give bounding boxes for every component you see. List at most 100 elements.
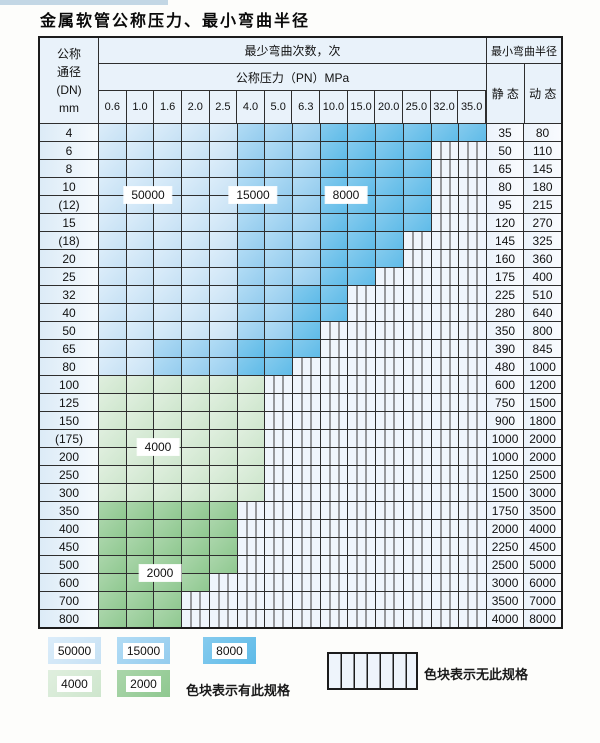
dn-label: 40	[40, 304, 99, 321]
table-row: 65 390 845	[40, 339, 562, 357]
spec-cell-15000	[237, 304, 266, 321]
no-spec-cell	[348, 592, 377, 609]
no-spec-cell	[431, 358, 460, 375]
no-spec-cell	[459, 430, 488, 447]
spec-cell-50000	[182, 124, 210, 141]
no-spec-cell	[459, 142, 488, 159]
table-row: 80 480 1000	[40, 357, 562, 375]
table-row: 350 1750 3500	[40, 501, 562, 519]
spec-cell-8000	[320, 286, 349, 303]
spec-cell-8000	[403, 142, 432, 159]
spec-cell-8000	[348, 232, 377, 249]
spec-cell-15000	[293, 178, 321, 195]
no-spec-cell	[376, 556, 404, 573]
no-spec-cell	[265, 556, 294, 573]
table-row: 25 175 400	[40, 267, 562, 285]
table-body: 4 35 80 6 50 110 8 65 145 10 80 180 (12) 95 215 15 120 27…	[40, 123, 562, 627]
no-spec-cell	[459, 376, 488, 393]
spec-cell-50000	[99, 124, 127, 141]
legend-has-spec-text: 色块表示有此规格	[186, 683, 291, 698]
no-spec-cell	[293, 574, 321, 591]
no-spec-cell	[376, 376, 404, 393]
no-spec-cell	[403, 538, 432, 555]
no-spec-cell	[348, 358, 377, 375]
no-spec-cell	[376, 538, 404, 555]
pressure-column-label: 1.6	[154, 91, 182, 123]
dynamic-radius-value: 3000	[524, 484, 562, 501]
pressure-column-label: 6.3	[292, 91, 321, 123]
no-spec-cell	[237, 592, 266, 609]
no-spec-cell	[293, 484, 321, 501]
spec-cell-50000	[182, 196, 210, 213]
no-spec-cell	[293, 556, 321, 573]
no-spec-cell	[293, 592, 321, 609]
spec-cell-4000	[209, 484, 238, 501]
spec-cell-50000	[209, 124, 238, 141]
static-radius-value: 95	[487, 196, 525, 213]
no-spec-cell	[431, 322, 460, 339]
spec-cell-2000	[182, 574, 210, 591]
no-spec-cell	[459, 304, 488, 321]
no-spec-cell	[376, 448, 404, 465]
dn-label: (175)	[40, 430, 99, 447]
no-spec-cell	[237, 556, 266, 573]
static-radius-value: 280	[487, 304, 525, 321]
no-spec-cell	[320, 394, 349, 411]
no-spec-cell	[459, 574, 488, 591]
no-spec-cell	[320, 574, 349, 591]
static-radius-value: 900	[487, 412, 525, 429]
table-row: 250 1250 2500	[40, 465, 562, 483]
no-spec-cell	[403, 286, 432, 303]
spec-cell-8000	[376, 142, 404, 159]
no-spec-cell	[376, 394, 404, 411]
no-spec-cell	[293, 358, 321, 375]
pressure-column-label: 10.0	[320, 91, 348, 123]
table-row: 20 160 360	[40, 249, 562, 267]
no-spec-cell	[209, 610, 238, 627]
dn-label: 350	[40, 502, 99, 519]
dn-label: 100	[40, 376, 99, 393]
no-spec-cell	[265, 592, 294, 609]
table-row: 500 2500 5000	[40, 555, 562, 573]
no-spec-cell	[320, 358, 349, 375]
no-spec-cell	[348, 610, 377, 627]
no-spec-cell	[182, 610, 210, 627]
spec-cell-4000	[237, 466, 266, 483]
no-spec-cell	[459, 592, 488, 609]
no-spec-cell	[403, 466, 432, 483]
no-spec-cell	[403, 610, 432, 627]
spec-cell-2000	[99, 556, 127, 573]
spec-cell-15000	[182, 340, 210, 357]
spec-cell-8000	[293, 286, 321, 303]
no-spec-cell	[320, 340, 349, 357]
static-radius-value: 2500	[487, 556, 525, 573]
spec-cell-2000	[154, 520, 183, 537]
dynamic-radius-value: 215	[524, 196, 562, 213]
spec-cell-8000	[320, 232, 349, 249]
spec-cell-8000	[403, 196, 432, 213]
no-spec-cell	[237, 520, 266, 537]
spec-cell-4000	[209, 376, 238, 393]
spec-cell-50000	[99, 178, 127, 195]
spec-cell-2000	[126, 538, 155, 555]
spec-cell-50000	[99, 340, 127, 357]
spec-cell-8000	[403, 124, 432, 141]
spec-cell-8000	[376, 160, 404, 177]
pressure-columns-header-row: 0.6 1.0 1.6 2.0 2.5 4.0 5.0 6.3 10.0 15.0 20.0 25.0…	[99, 91, 486, 123]
dynamic-radius-value: 325	[524, 232, 562, 249]
spec-cell-15000	[154, 358, 183, 375]
table-row: 4 35 80	[40, 123, 562, 141]
no-spec-cell	[320, 556, 349, 573]
table-row: 40 280 640	[40, 303, 562, 321]
no-spec-cell	[431, 178, 460, 195]
dn-label: 250	[40, 466, 99, 483]
no-spec-cell	[431, 232, 460, 249]
spec-cell-4000	[182, 466, 210, 483]
no-spec-cell	[459, 538, 488, 555]
table-row: 400 2000 4000	[40, 519, 562, 537]
no-spec-cell	[293, 610, 321, 627]
spec-cell-8000	[459, 124, 488, 141]
no-spec-cell	[348, 430, 377, 447]
spec-cell-15000	[237, 142, 266, 159]
dynamic-radius-value: 360	[524, 250, 562, 267]
